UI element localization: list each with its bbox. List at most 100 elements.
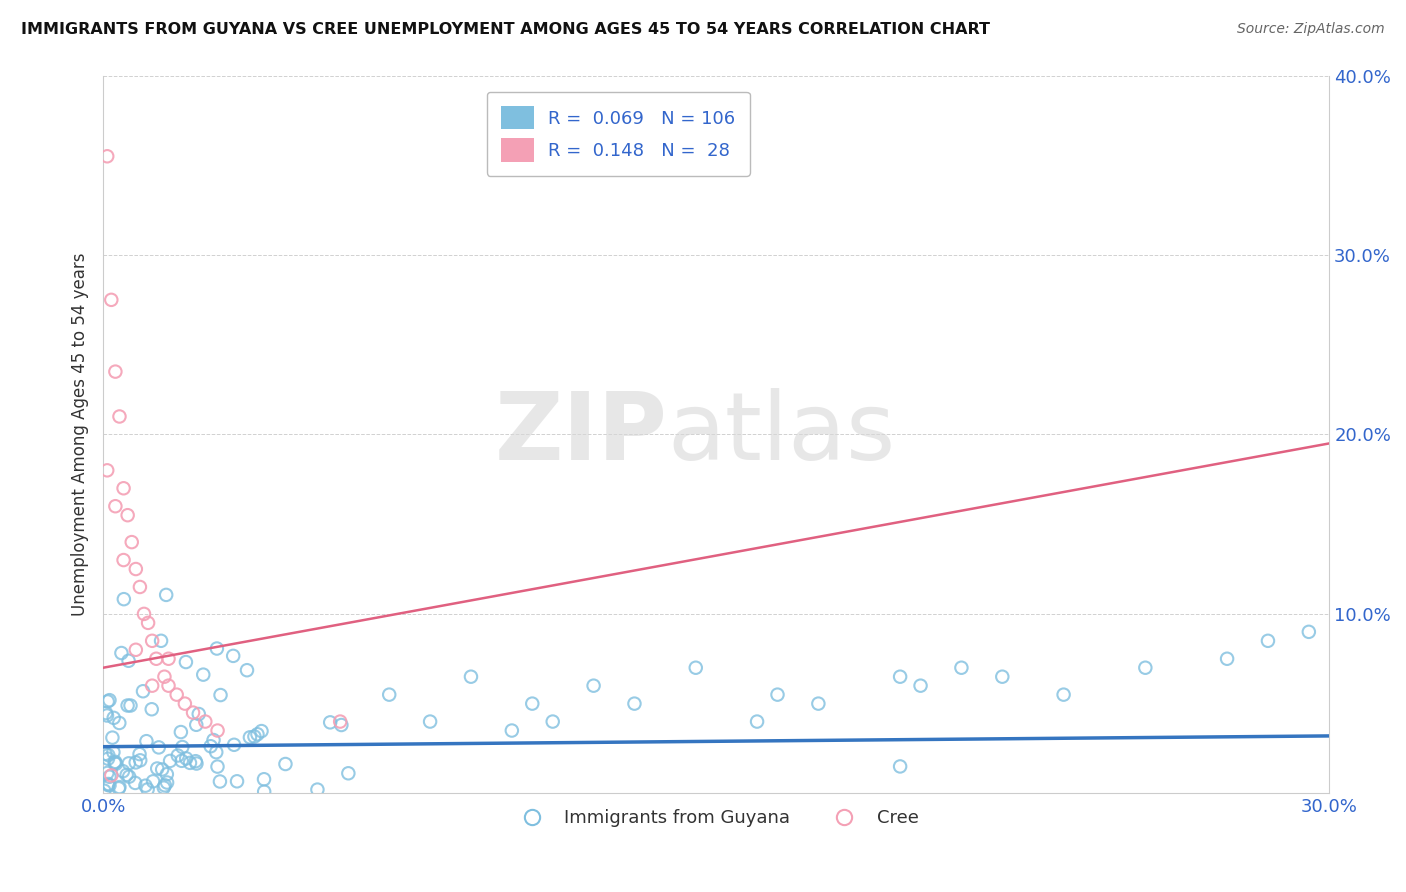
Point — [170, 754, 193, 768]
Point — [100, 293, 122, 307]
Point — [1298, 624, 1320, 639]
Point — [991, 670, 1014, 684]
Point — [155, 588, 177, 602]
Point — [1135, 661, 1157, 675]
Point — [103, 711, 125, 725]
Point — [205, 641, 228, 656]
Point — [96, 708, 118, 723]
Point — [150, 763, 173, 777]
Text: atlas: atlas — [668, 388, 896, 481]
Point — [910, 679, 932, 693]
Point — [94, 747, 117, 761]
Point — [889, 670, 911, 684]
Point — [132, 607, 155, 621]
Point — [115, 768, 138, 782]
Point — [141, 679, 163, 693]
Point — [193, 667, 215, 681]
Point — [118, 756, 141, 771]
Point — [110, 646, 132, 660]
Point — [136, 615, 159, 630]
Point — [222, 738, 245, 752]
Point — [153, 778, 176, 792]
Point — [96, 766, 118, 780]
Point — [173, 697, 195, 711]
Point — [194, 714, 217, 729]
Point — [117, 654, 139, 668]
Point — [170, 725, 193, 739]
Point — [104, 755, 127, 769]
Point — [239, 731, 262, 745]
Point — [120, 698, 142, 713]
Point — [157, 679, 180, 693]
Point — [117, 508, 139, 523]
Point — [93, 784, 115, 798]
Point — [541, 714, 564, 729]
Point — [187, 706, 209, 721]
Point — [112, 481, 135, 495]
Point — [172, 739, 194, 754]
Point — [108, 780, 131, 794]
Point — [104, 365, 127, 379]
Point — [582, 679, 605, 693]
Point — [460, 670, 482, 684]
Text: Source: ZipAtlas.com: Source: ZipAtlas.com — [1237, 22, 1385, 37]
Point — [111, 764, 134, 779]
Point — [121, 535, 143, 549]
Point — [166, 748, 188, 763]
Point — [246, 727, 269, 741]
Point — [330, 718, 353, 732]
Point — [209, 688, 232, 702]
Point — [117, 698, 139, 713]
Point — [108, 409, 131, 424]
Point — [207, 723, 229, 738]
Point — [226, 774, 249, 789]
Point — [745, 714, 768, 729]
Point — [98, 770, 121, 784]
Point — [98, 778, 121, 792]
Point — [97, 778, 120, 792]
Point — [1052, 688, 1074, 702]
Point — [181, 706, 204, 720]
Point — [94, 706, 117, 720]
Point — [104, 756, 127, 771]
Point — [253, 785, 276, 799]
Point — [146, 762, 169, 776]
Point — [501, 723, 523, 738]
Point — [124, 776, 146, 790]
Point — [104, 500, 127, 514]
Point — [97, 777, 120, 791]
Point — [107, 781, 129, 796]
Point — [152, 780, 174, 795]
Point — [236, 663, 259, 677]
Point — [166, 688, 188, 702]
Point — [142, 774, 165, 789]
Point — [135, 734, 157, 748]
Point — [807, 697, 830, 711]
Point — [150, 633, 173, 648]
Point — [112, 553, 135, 567]
Point — [101, 731, 124, 745]
Point — [132, 684, 155, 698]
Point — [274, 757, 297, 772]
Point — [208, 774, 231, 789]
Point — [766, 688, 789, 702]
Point — [100, 768, 122, 782]
Point — [685, 661, 707, 675]
Point — [129, 753, 152, 767]
Point — [329, 714, 352, 729]
Point — [419, 714, 441, 729]
Point — [129, 580, 152, 594]
Point — [98, 693, 121, 707]
Point — [253, 772, 276, 787]
Point — [141, 702, 163, 716]
Point — [174, 751, 197, 765]
Point — [97, 748, 120, 763]
Point — [174, 655, 197, 669]
Point — [222, 648, 245, 663]
Point — [103, 745, 125, 759]
Point — [112, 592, 135, 607]
Point — [307, 782, 329, 797]
Point — [97, 694, 120, 708]
Point — [96, 149, 118, 163]
Point — [148, 740, 170, 755]
